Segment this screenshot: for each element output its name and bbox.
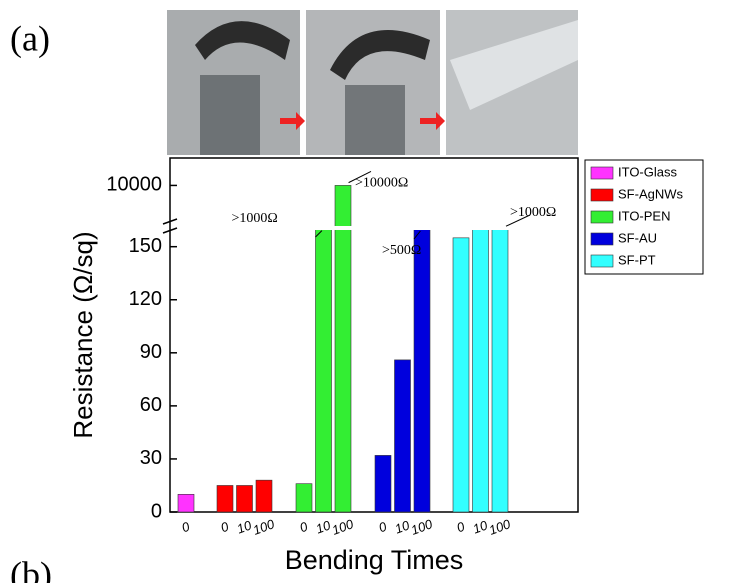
bar: [394, 359, 411, 513]
x-tick-label: 10: [471, 517, 490, 536]
x-tick-label: 100: [251, 516, 277, 538]
y-tick-label: 10000: [106, 174, 162, 196]
bar: [452, 237, 470, 513]
plot-frame: [169, 157, 579, 513]
bar: [334, 185, 352, 513]
bar: [236, 485, 253, 513]
y-tick-label: 30: [140, 447, 162, 469]
legend-label: ITO-PEN: [618, 208, 671, 223]
axis-break: [162, 227, 178, 234]
legend-label: SF-AgNWs: [618, 186, 684, 201]
photo-detail: [330, 30, 430, 80]
arrow: [280, 112, 305, 130]
legend-swatch: [590, 210, 614, 224]
x-tick-label: 0: [455, 518, 468, 535]
axis-break-gap: [172, 226, 576, 230]
x-tick-label: 0: [180, 518, 193, 535]
photo-detail: [195, 21, 290, 60]
legend-label: SF-AU: [618, 230, 657, 245]
y-tick-label: 60: [140, 394, 162, 416]
y-tick-label: 0: [151, 500, 162, 522]
x-tick-label: 0: [219, 518, 232, 535]
bar: [413, 228, 431, 513]
x-tick-label: 0: [377, 518, 390, 535]
annotation-arrow: [413, 230, 421, 240]
bar: [177, 494, 195, 513]
value-label: >1000Ω: [510, 205, 556, 220]
bar: [374, 455, 392, 513]
bar: [472, 228, 489, 513]
legend-swatch: [590, 232, 614, 246]
legend-swatch: [590, 254, 614, 268]
value-label: >1000Ω: [232, 211, 278, 226]
value-label: >10000Ω: [355, 176, 408, 191]
x-tick-label: 10: [235, 517, 254, 536]
y-tick-label: 120: [129, 288, 162, 310]
value-label: >500Ω: [382, 243, 421, 258]
x-tick-label: 10: [314, 517, 333, 536]
panel-label: (a): [10, 18, 50, 58]
photo-detail: [345, 85, 405, 155]
annotation-arrow: [505, 214, 531, 227]
x-tick-label: 100: [487, 516, 513, 538]
y-tick-label: 90: [140, 341, 162, 363]
bar: [295, 483, 313, 513]
bar: [216, 485, 234, 513]
panel-label: (b): [10, 554, 52, 583]
photo-detail: [200, 75, 260, 155]
axis-break: [162, 218, 178, 225]
x-axis-title: Bending Times: [285, 545, 464, 575]
bar: [255, 479, 273, 513]
x-tick-label: 100: [409, 516, 435, 538]
legend-label: ITO-Glass: [618, 164, 677, 179]
legend-swatch: [590, 188, 614, 202]
annotation-arrow: [348, 170, 372, 184]
legend-label: SF-PT: [618, 252, 656, 267]
x-tick-label: 0: [298, 518, 311, 535]
photo-detail: [450, 20, 578, 110]
y-axis-title: Resistance (Ω/sq): [68, 231, 98, 438]
annotation-arrow: [315, 230, 323, 238]
arrow: [420, 112, 445, 130]
photos: [167, 10, 578, 155]
x-tick-label: 100: [330, 516, 356, 538]
y-tick-label: 150: [129, 235, 162, 257]
x-tick-label: 10: [393, 517, 412, 536]
bar: [491, 228, 509, 513]
legend-swatch: [590, 166, 614, 180]
bar: [315, 228, 332, 513]
